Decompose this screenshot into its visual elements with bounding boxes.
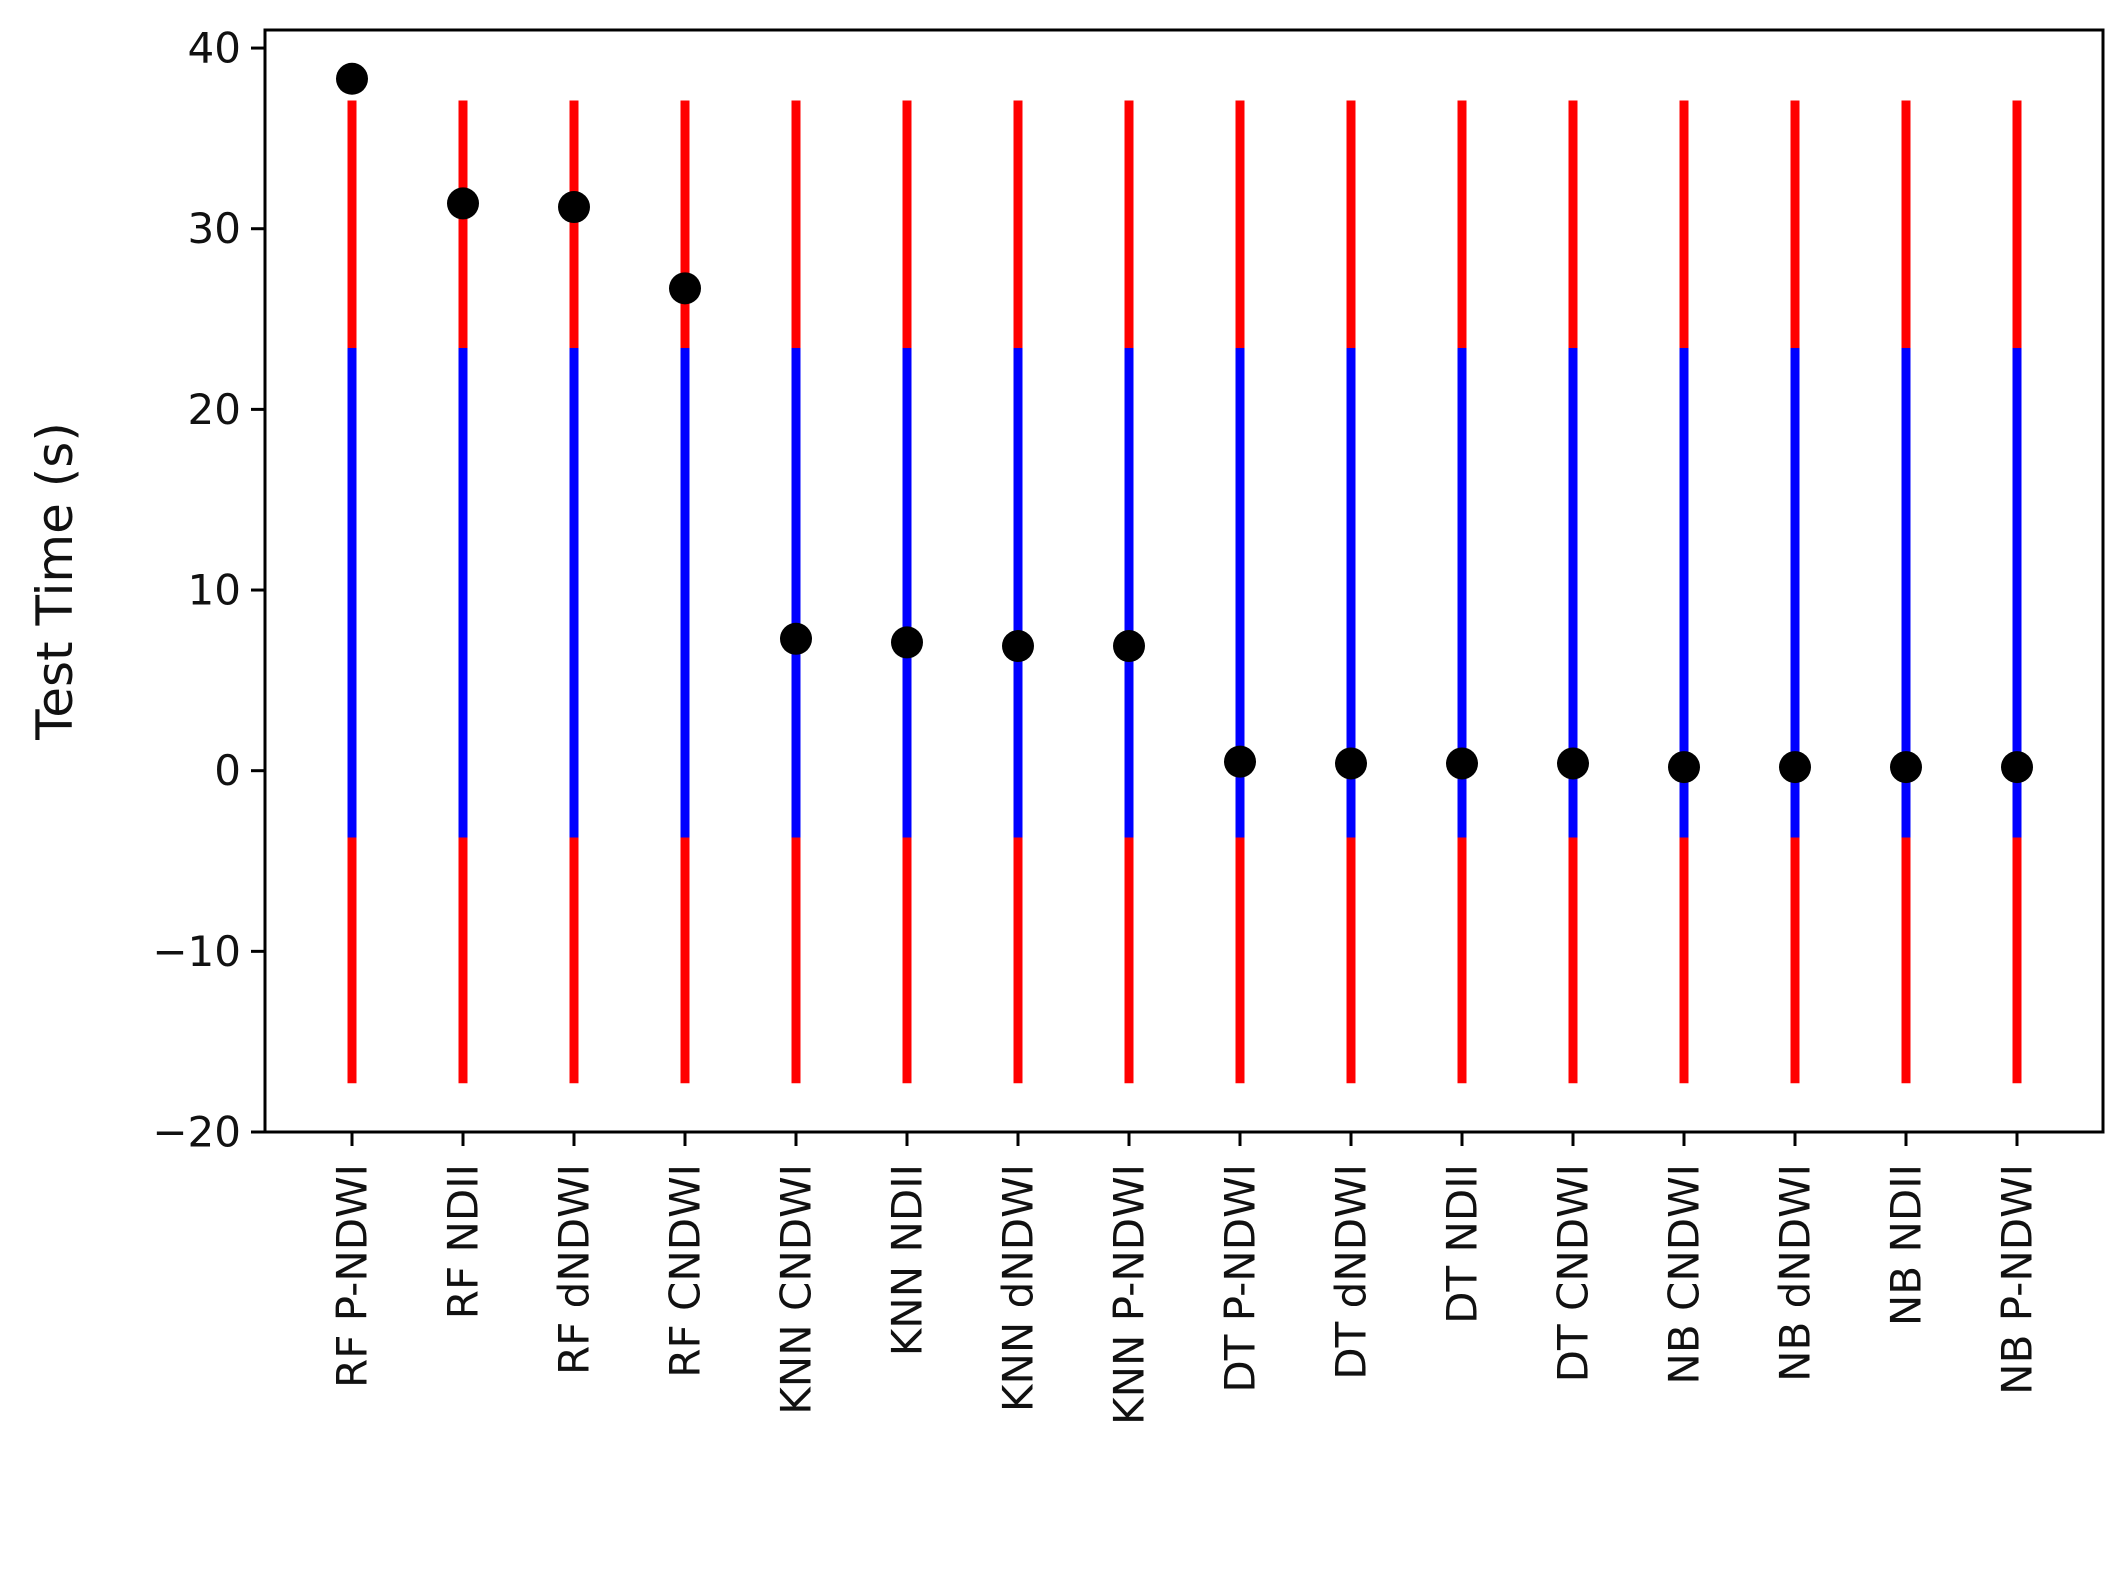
y-tick-label: −10 [152, 927, 241, 976]
x-tick-label: NB dNDWI [1771, 1164, 1820, 1382]
plot-frame [263, 28, 2105, 1134]
data-point [891, 626, 923, 659]
y-tick-label: 40 [188, 24, 241, 73]
data-point [1779, 751, 1811, 784]
data-point [1113, 630, 1145, 663]
data-point [558, 191, 590, 224]
data-point [1335, 747, 1367, 780]
data-point [1668, 751, 1700, 784]
x-tick-label: NB P-NDWI [1993, 1164, 2042, 1395]
data-points [336, 62, 2033, 784]
y-tick-label: 30 [188, 204, 241, 253]
data-point [1224, 745, 1256, 778]
x-tick-label: NB CNDWI [1660, 1164, 1709, 1385]
data-point [1002, 630, 1034, 663]
data-point [1557, 747, 1589, 780]
x-tick-label: DT P-NDWI [1216, 1164, 1265, 1393]
x-tick-label: KNN NDII [883, 1164, 932, 1356]
x-tick-label: DT dNDWI [1327, 1164, 1376, 1380]
x-tick-label: DT CNDWI [1549, 1164, 1598, 1382]
data-point [2001, 751, 2033, 784]
y-tick-label: 20 [188, 385, 241, 434]
band-lines [347, 100, 2022, 1084]
x-tick-label: NB NDII [1882, 1164, 1931, 1326]
x-tick-label: KNN CNDWI [772, 1164, 821, 1415]
data-point [1446, 747, 1478, 780]
x-tick-label: DT NDII [1438, 1164, 1487, 1324]
x-tick-label: RF CNDWI [661, 1164, 710, 1378]
x-tick-label: RF dNDWI [550, 1164, 599, 1375]
y-axis-label: Test Time (s) [26, 422, 84, 741]
data-point [780, 622, 812, 655]
y-tick-label: 0 [214, 746, 241, 795]
y-tick-label: −20 [152, 1108, 241, 1157]
x-axis: RF P-NDWI RF NDII RF dNDWI RF CNDWI KNN CNDW… [328, 1132, 2042, 1425]
x-tick-label: KNN dNDWI [994, 1164, 1043, 1412]
data-point [669, 272, 701, 305]
x-tick-label: KNN P-NDWI [1105, 1164, 1154, 1425]
data-point [1890, 751, 1922, 784]
data-point [447, 187, 479, 220]
data-point [336, 62, 368, 95]
y-tick-label: 10 [188, 566, 241, 615]
x-tick-label: RF NDII [439, 1164, 488, 1319]
x-tick-label: RF P-NDWI [328, 1164, 377, 1388]
y-axis: −20 −10 0 10 20 30 40 [152, 24, 265, 1157]
